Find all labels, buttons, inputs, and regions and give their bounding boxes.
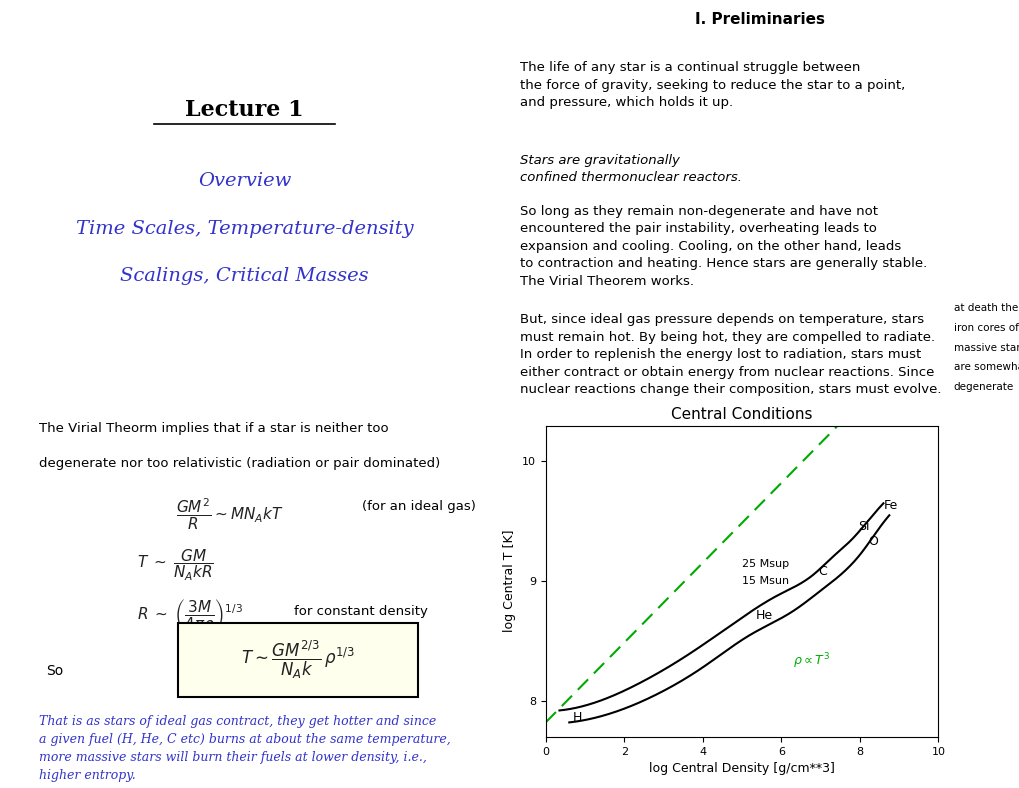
Text: Time Scales, Temperature-density: Time Scales, Temperature-density [75,220,414,237]
Text: I. Preliminaries: I. Preliminaries [694,13,824,28]
Text: O: O [867,535,877,548]
Title: Central Conditions: Central Conditions [671,407,812,422]
Text: $T\sim\dfrac{GM^{2/3}}{N_A k}\,\rho^{1/3}$: $T\sim\dfrac{GM^{2/3}}{N_A k}\,\rho^{1/3… [242,639,355,681]
Text: at death the: at death the [953,303,1017,314]
Text: iron cores of: iron cores of [953,323,1018,333]
Text: Lecture 1: Lecture 1 [185,99,304,121]
Text: 25 Msup: 25 Msup [742,559,789,569]
Text: for constant density: for constant density [293,605,427,618]
Text: $T \;\sim\; \dfrac{GM}{N_A kR}$: $T \;\sim\; \dfrac{GM}{N_A kR}$ [137,548,214,583]
Text: degenerate nor too relativistic (radiation or pair dominated): degenerate nor too relativistic (radiati… [39,457,440,470]
Text: $R \;\sim\; \left(\dfrac{3M}{4\pi\rho}\right)^{1/3}$: $R \;\sim\; \left(\dfrac{3M}{4\pi\rho}\r… [137,597,243,634]
Text: (for an ideal gas): (for an ideal gas) [362,500,476,513]
Text: But, since ideal gas pressure depends on temperature, stars
must remain hot. By : But, since ideal gas pressure depends on… [520,314,941,396]
X-axis label: log Central Density [g/cm**3]: log Central Density [g/cm**3] [648,762,835,775]
Text: are somewhat: are somewhat [953,362,1019,373]
Text: H: H [573,712,582,724]
Text: C: C [818,565,826,578]
Text: The Virial Theorm implies that if a star is neither too: The Virial Theorm implies that if a star… [39,422,388,434]
Text: That is as stars of ideal gas contract, they get hotter and since
a given fuel (: That is as stars of ideal gas contract, … [39,716,450,782]
Text: Si: Si [857,519,868,533]
Text: He: He [755,609,772,623]
Text: $\dfrac{GM^2}{R} \sim MN_A kT$: $\dfrac{GM^2}{R} \sim MN_A kT$ [176,496,283,532]
Text: Scalings, Critical Masses: Scalings, Critical Masses [120,267,369,284]
Text: degenerate: degenerate [953,382,1013,392]
Text: The life of any star is a continual struggle between
the force of gravity, seeki: The life of any star is a continual stru… [520,61,904,110]
Text: Fe: Fe [883,500,898,512]
Text: So long as they remain non-degenerate and have not
encountered the pair instabil: So long as they remain non-degenerate an… [520,205,926,288]
Text: 15 Msun: 15 Msun [742,575,789,585]
Text: So: So [47,663,64,678]
Text: Stars are gravitationally
confined thermonuclear reactors.: Stars are gravitationally confined therm… [520,154,741,184]
FancyBboxPatch shape [178,623,418,697]
Text: Overview: Overview [198,173,291,190]
Text: $\rho \propto T^3$: $\rho \propto T^3$ [793,651,829,671]
Text: massive stars: massive stars [953,343,1019,353]
Y-axis label: log Central T [K]: log Central T [K] [503,530,516,633]
